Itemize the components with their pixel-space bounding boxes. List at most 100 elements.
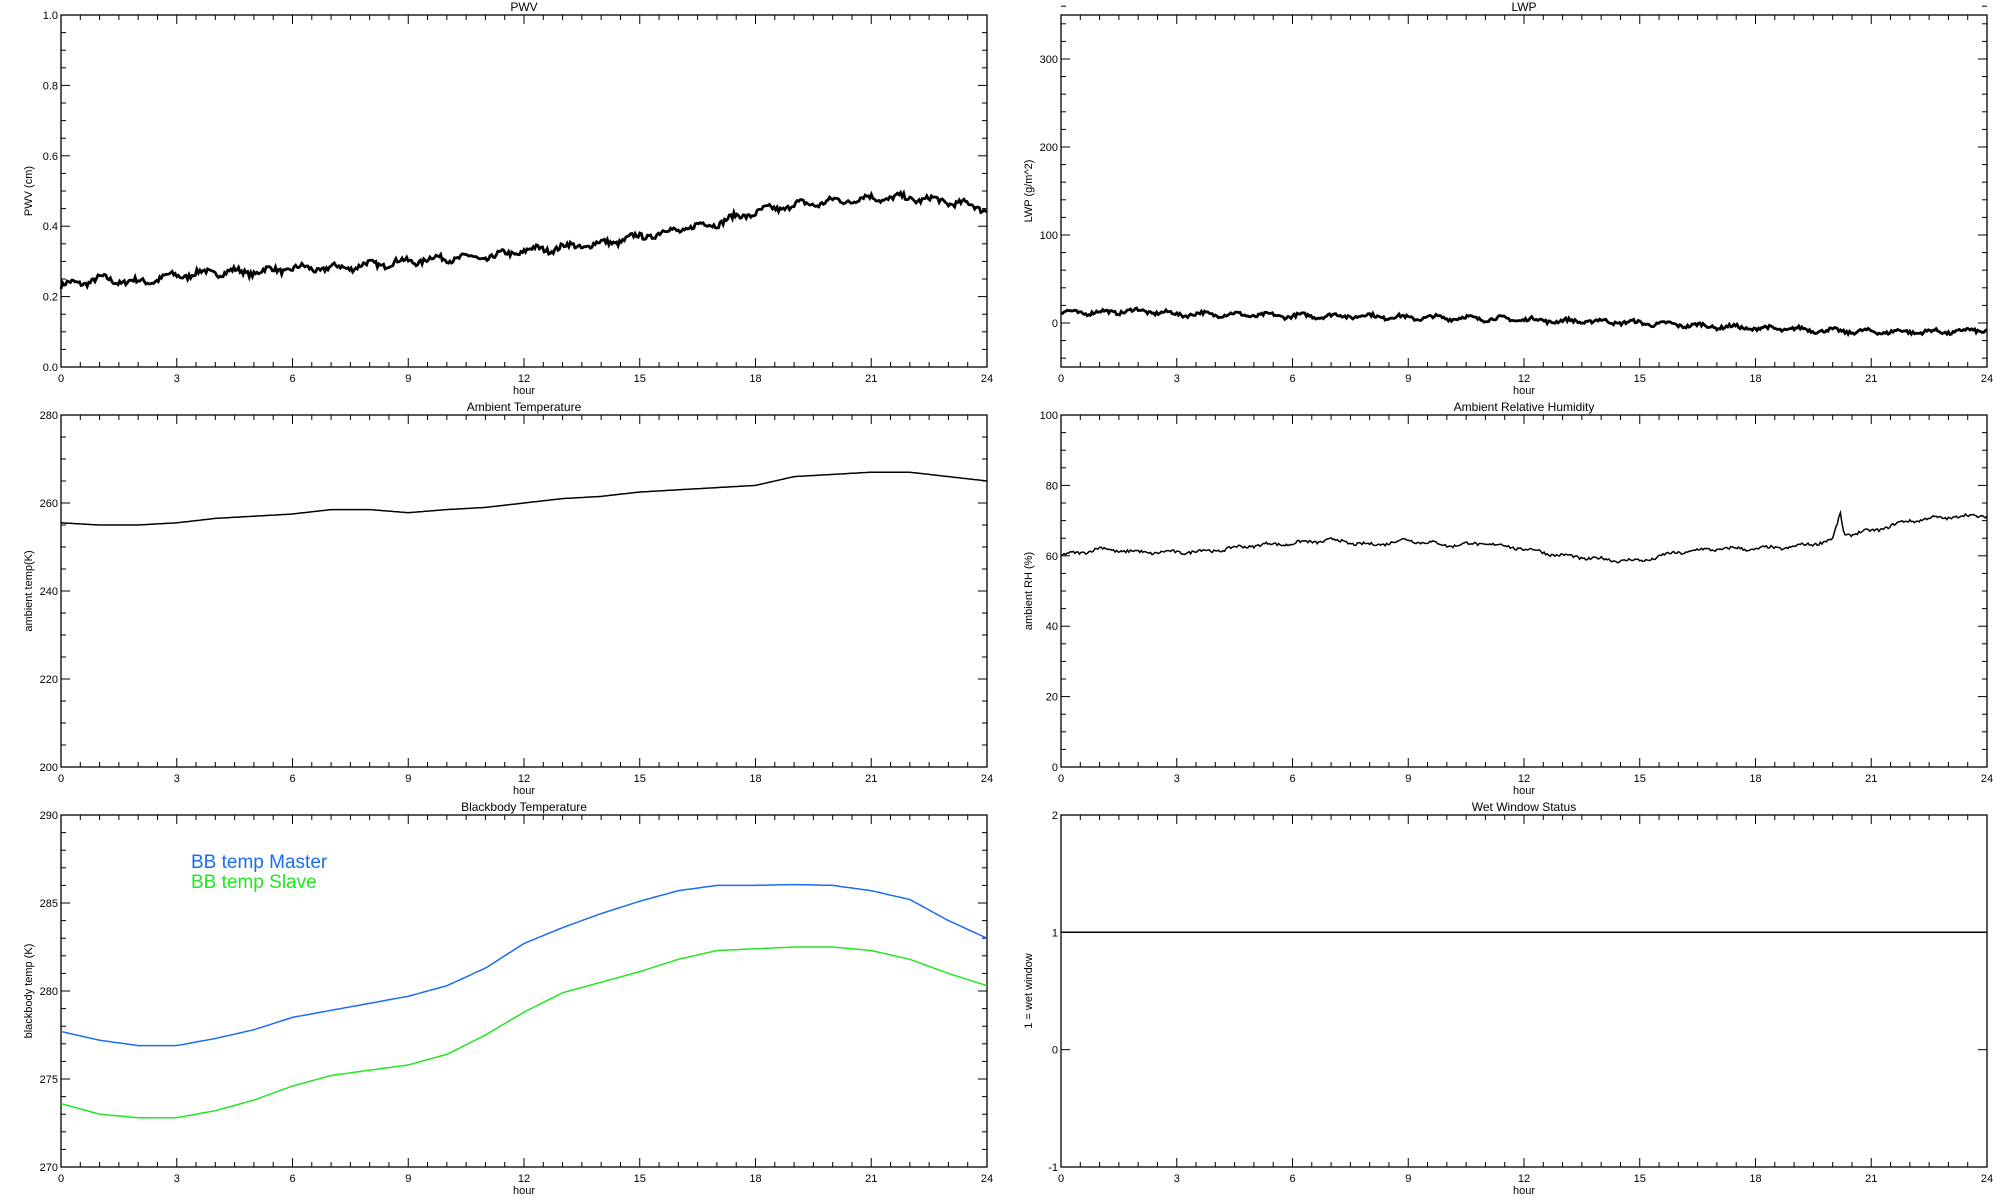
y-tick-label: 260 (40, 498, 58, 510)
y-tick-label: 280 (40, 986, 58, 998)
legend-entry: BB temp Master (191, 852, 328, 873)
y-tick-label: 240 (40, 586, 58, 598)
x-axis-label: hour (1513, 385, 1535, 397)
x-axis-label: hour (1513, 1185, 1535, 1197)
y-axis-label: ambient temp(K) (23, 550, 35, 631)
y-tick-label: 20 (1046, 692, 1058, 704)
x-tick-label: 15 (634, 773, 646, 785)
y-tick-label: 200 (40, 762, 58, 774)
y-tick-label: -1 (1048, 1162, 1058, 1174)
series-line-1 (60, 471, 988, 526)
x-tick-label: 15 (634, 1173, 646, 1185)
x-tick-label: 18 (1749, 1173, 1761, 1185)
chart-panel: Blackbody Temperature 0 3 6 9 12 15 18 21 24 hour 2… (23, 800, 993, 1197)
legend-entry: BB temp Slave (191, 872, 317, 893)
plot-frame (1060, 414, 1988, 768)
x-tick-label: 18 (749, 373, 761, 385)
chart-title: Blackbody Temperature (461, 800, 587, 814)
plot-frame (60, 14, 988, 368)
y-tick-label: 285 (40, 898, 58, 910)
x-tick-label: 18 (749, 773, 761, 785)
plot-frame (1060, 814, 1988, 1168)
x-tick-label: 3 (1174, 773, 1180, 785)
x-tick-label: 15 (1634, 773, 1646, 785)
chart-panel: Ambient Temperature 0 3 6 9 12 15 18 21 24 hour 200… (23, 400, 993, 797)
y-tick-label: 40 (1046, 621, 1058, 633)
chart-panel: PWV 0 3 6 9 12 15 18 21 24 hour 0.0 0.2 0.4 0.6 0.8 1.0 P… (23, 0, 993, 397)
x-tick-label: 18 (749, 1173, 761, 1185)
x-tick-label: 6 (289, 1173, 295, 1185)
chart-title: Wet Window Status (1472, 800, 1576, 814)
x-tick-label: 3 (1174, 1173, 1180, 1185)
x-tick-label: 9 (405, 773, 411, 785)
x-tick-label: 12 (518, 373, 530, 385)
series-line-2 (60, 946, 988, 1119)
x-tick-label: 0 (1058, 1173, 1064, 1185)
x-tick-label: 18 (1749, 373, 1761, 385)
y-tick-label: 200 (1040, 142, 1058, 154)
y-tick-label: 0 (1052, 318, 1058, 330)
y-tick-label: 80 (1046, 480, 1058, 492)
series-line-1 (1060, 509, 1988, 564)
y-tick-label: 300 (1040, 54, 1058, 66)
y-tick-label: 0.6 (43, 151, 58, 163)
x-axis-label: hour (513, 1185, 535, 1197)
x-tick-label: 18 (1749, 773, 1761, 785)
chart-title: LWP (1511, 0, 1536, 14)
x-tick-label: 0 (1058, 373, 1064, 385)
x-tick-label: 24 (1981, 373, 1993, 385)
x-tick-label: 9 (405, 373, 411, 385)
x-tick-label: 21 (865, 373, 877, 385)
y-tick-label: 2 (1052, 810, 1058, 822)
x-tick-label: 3 (174, 373, 180, 385)
x-tick-label: 9 (1405, 1173, 1411, 1185)
y-tick-label: 100 (1040, 410, 1058, 422)
x-tick-label: 6 (289, 773, 295, 785)
chart-panel: LWP 0 3 6 9 12 15 18 21 24 hour 0 100 200 300 LWP (g/m^… (1023, 0, 1993, 397)
x-tick-label: 15 (1634, 1173, 1646, 1185)
y-tick-label: 280 (40, 410, 58, 422)
y-tick-label: 270 (40, 1162, 58, 1174)
y-tick-label: 0 (1052, 762, 1058, 774)
y-tick-label: 0.2 (43, 292, 58, 304)
y-axis-label: 1 = wet window (1023, 953, 1035, 1029)
x-tick-label: 0 (58, 373, 64, 385)
chart-title: Ambient Temperature (467, 400, 582, 414)
chart-panel: Ambient Relative Humidity 0 3 6 9 12 15 18 21 24 h… (1023, 400, 1993, 797)
x-tick-label: 21 (1865, 773, 1877, 785)
chart-title: Ambient Relative Humidity (1454, 400, 1595, 414)
x-tick-label: 12 (1518, 1173, 1530, 1185)
y-tick-label: 220 (40, 674, 58, 686)
x-tick-label: 21 (865, 1173, 877, 1185)
y-axis-label: ambient RH (%) (1023, 552, 1035, 630)
series-line-1 (1060, 306, 1988, 338)
x-tick-label: 6 (1289, 773, 1295, 785)
series-line-1 (60, 883, 988, 1047)
x-tick-label: 0 (58, 773, 64, 785)
x-tick-label: 9 (405, 1173, 411, 1185)
x-tick-label: 12 (1518, 773, 1530, 785)
x-tick-label: 9 (1405, 773, 1411, 785)
x-tick-label: 24 (981, 773, 993, 785)
x-tick-label: 24 (1981, 773, 1993, 785)
x-tick-label: 24 (1981, 1173, 1993, 1185)
x-tick-label: 24 (981, 1173, 993, 1185)
x-tick-label: 9 (1405, 373, 1411, 385)
y-tick-label: 0.8 (43, 80, 58, 92)
x-tick-label: 3 (174, 1173, 180, 1185)
y-tick-label: 100 (1040, 230, 1058, 242)
x-axis-label: hour (513, 385, 535, 397)
x-tick-label: 21 (1865, 373, 1877, 385)
x-tick-label: 12 (518, 1173, 530, 1185)
series-line-1 (59, 189, 988, 291)
x-tick-label: 6 (1289, 373, 1295, 385)
x-tick-label: 6 (1289, 1173, 1295, 1185)
chart-title: PWV (510, 0, 537, 14)
x-tick-label: 12 (518, 773, 530, 785)
x-tick-label: 3 (1174, 373, 1180, 385)
plot-frame (60, 414, 988, 768)
y-tick-label: 0 (1052, 1045, 1058, 1057)
x-axis-label: hour (513, 785, 535, 797)
